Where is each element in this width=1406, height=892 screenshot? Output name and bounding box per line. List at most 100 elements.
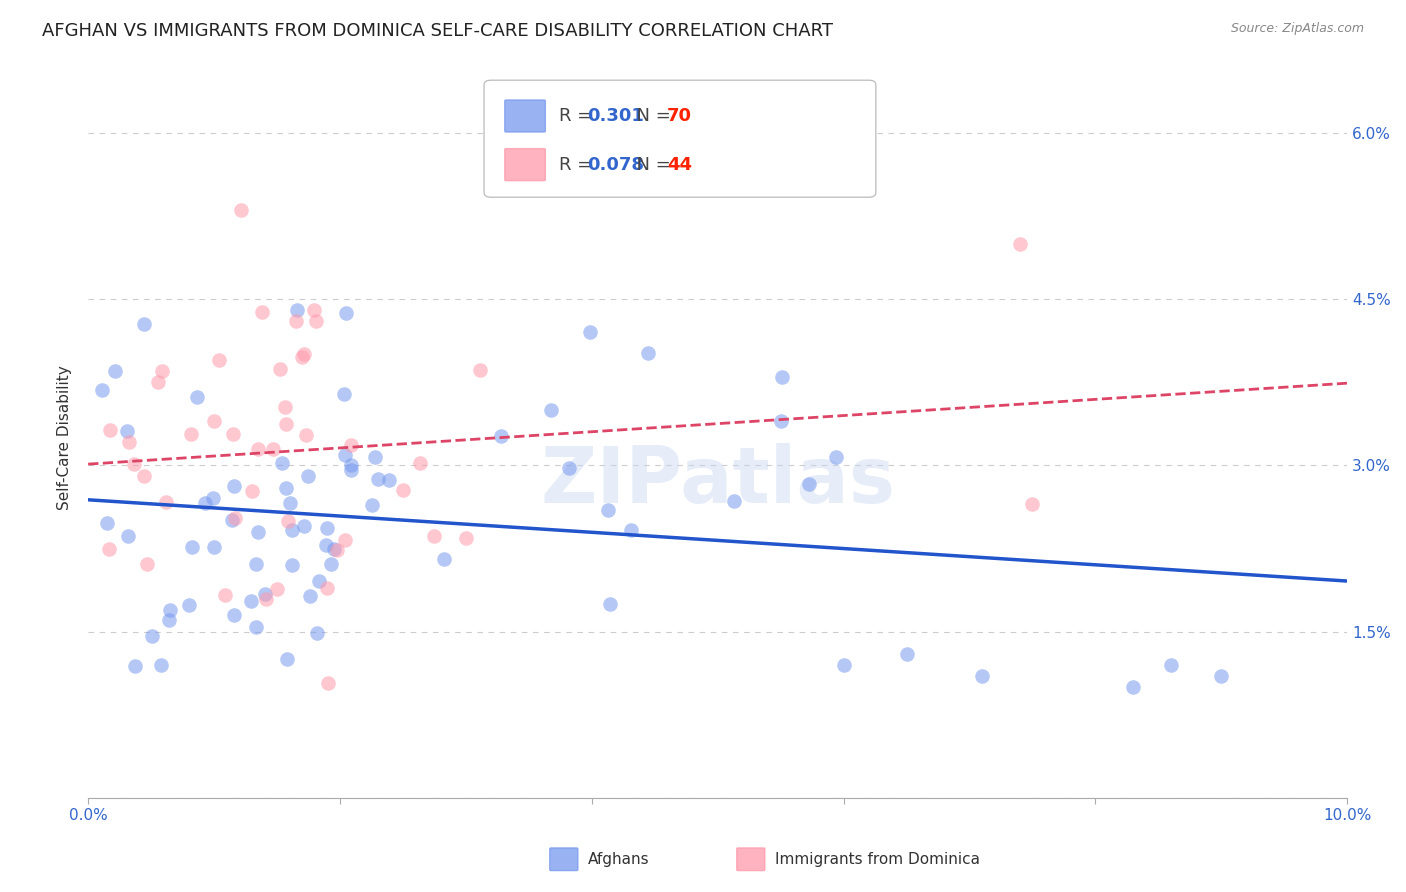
Point [333,386,356,401]
Point [299,589,322,603]
Text: 44: 44 [666,155,692,174]
Point [295,428,318,442]
Point [202,541,225,555]
Point [409,456,432,470]
Point [339,463,361,477]
Point [252,304,274,318]
Point [276,652,298,666]
Point [598,503,620,517]
Point [202,414,225,428]
Point [132,468,155,483]
Point [149,658,172,673]
Point [824,450,846,464]
Point [221,513,243,527]
Point [155,495,177,509]
Point [281,523,304,537]
Point [277,514,299,528]
Point [278,496,301,510]
Text: AFGHAN VS IMMIGRANTS FROM DOMINICA SELF-CARE DISABILITY CORRELATION CHART: AFGHAN VS IMMIGRANTS FROM DOMINICA SELF-… [42,22,834,40]
Point [1122,680,1144,694]
Point [433,551,456,566]
Point [118,435,141,450]
Point [180,427,202,442]
Point [637,346,659,360]
Point [285,303,308,318]
Point [315,538,337,552]
Text: R =: R = [560,155,598,174]
Point [797,476,820,491]
Point [302,303,325,318]
Point [136,557,159,571]
Point [284,314,307,328]
Point [340,458,363,473]
Point [304,314,326,328]
Text: Afghans: Afghans [588,852,650,867]
Point [599,597,621,611]
Point [202,491,225,505]
Point [117,529,139,543]
Point [214,588,236,602]
Text: N =: N = [626,107,676,125]
Point [392,483,415,497]
Point [364,450,387,465]
Text: Source: ZipAtlas.com: Source: ZipAtlas.com [1230,22,1364,36]
Point [240,593,263,607]
Point [319,557,342,571]
Point [367,473,389,487]
Point [294,518,316,533]
Point [150,364,173,378]
Point [723,494,745,508]
Point [274,401,297,415]
Point [186,390,208,404]
Point [96,516,118,530]
Point [491,429,513,443]
Point [1021,497,1043,511]
Point [316,676,339,690]
Point [224,478,246,492]
Point [274,481,297,495]
Point [972,669,994,683]
Point [132,317,155,331]
Point [335,533,357,547]
Point [247,524,270,539]
Point [454,531,477,545]
Point [117,425,139,439]
Point [316,521,339,535]
Point [276,417,298,431]
Point [245,620,267,634]
Point [91,384,114,398]
Text: N =: N = [626,155,676,174]
Point [253,587,276,601]
Point [157,613,180,627]
Point [305,625,328,640]
Point [222,608,245,623]
Point [335,448,357,462]
Point [98,541,121,556]
Text: 0.078: 0.078 [588,155,644,174]
Point [124,658,146,673]
Point [322,541,344,556]
Point [297,469,319,483]
Point [1008,236,1031,251]
Point [98,423,121,437]
Point [231,203,253,218]
Point [558,460,581,475]
Point [335,306,357,320]
Text: 0.301: 0.301 [588,107,644,125]
Text: ZIPatlas: ZIPatlas [540,443,896,519]
Point [245,558,267,572]
Point [316,582,339,596]
Point [222,426,245,441]
Point [262,442,284,457]
Point [247,442,270,456]
Point [224,510,246,524]
Point [146,375,169,389]
Text: 70: 70 [666,107,692,125]
Point [378,473,401,487]
Point [194,496,217,510]
Point [159,603,181,617]
Point [832,658,855,673]
Point [361,498,384,512]
Point [540,403,562,417]
Point [269,361,291,376]
